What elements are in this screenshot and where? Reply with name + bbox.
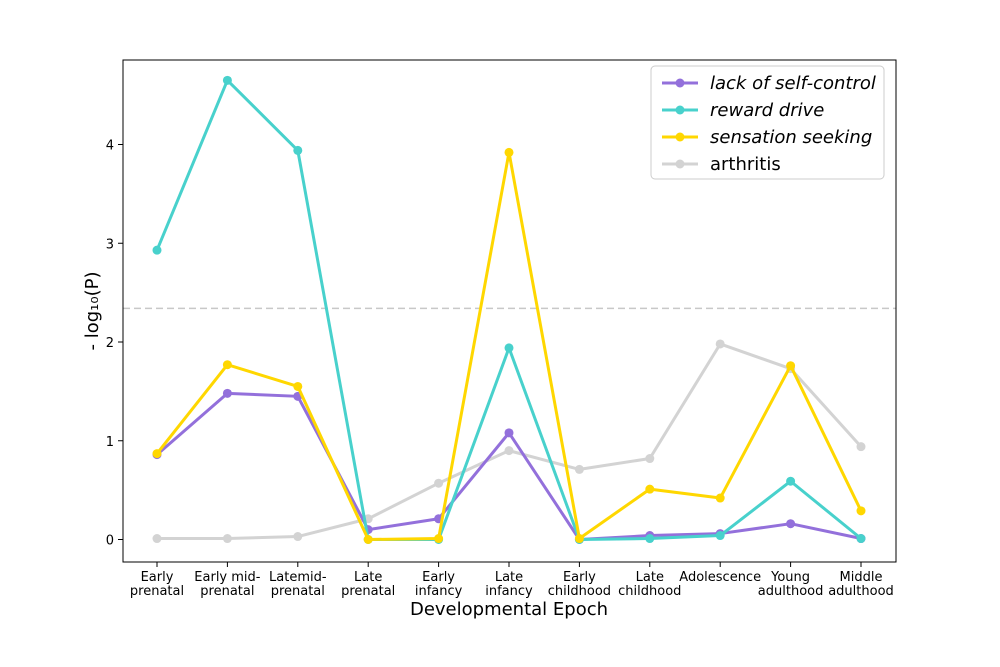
data-point-sensation-seeking [786, 361, 796, 371]
y-tick-label: 2 [106, 336, 114, 351]
series-arthritis [152, 339, 866, 544]
y-tick-label: 4 [106, 139, 114, 154]
legend-swatch-marker-arthritis [675, 159, 685, 169]
x-tick-label: Middle adulthood [828, 570, 894, 599]
data-point-reward-drive [786, 476, 796, 486]
data-point-reward-drive [222, 75, 232, 85]
data-point-reward-drive [504, 343, 514, 353]
x-axis: Early prenatal Early mid-prenatal Latemid-p… [130, 562, 894, 599]
data-point-sensation-seeking [504, 147, 514, 157]
y-axis: 0 1 2 3 4 [106, 139, 123, 549]
x-axis-title: Developmental Epoch [410, 599, 608, 620]
data-point-arthritis [856, 442, 866, 452]
data-point-sensation-seeking [645, 484, 655, 494]
x-tick-label: Late childhood [618, 570, 681, 599]
data-point-arthritis [222, 534, 232, 544]
x-tick-label: Early prenatal [130, 570, 184, 599]
x-tick-label: Early mid-prenatal [194, 570, 260, 599]
data-point-sensation-seeking [856, 506, 866, 516]
data-point-arthritis [504, 446, 514, 456]
data-point-reward-drive [152, 245, 162, 255]
y-tick-label: 1 [106, 435, 114, 450]
legend-swatch-marker-sensation-seeking [675, 132, 685, 142]
y-axis-title: - log₁₀(P) [82, 272, 103, 351]
data-point-sensation-seeking [152, 449, 162, 459]
data-point-lack-of-self-control [504, 428, 514, 438]
x-tick-label: Late infancy [485, 570, 533, 599]
data-point-sensation-seeking [222, 360, 232, 370]
x-tick-label: Early infancy [415, 570, 463, 599]
data-point-arthritis [574, 464, 584, 474]
data-point-sensation-seeking [574, 534, 584, 544]
data-point-sensation-seeking [293, 381, 303, 391]
x-tick-label: Latemid-prenatal [269, 570, 327, 599]
x-tick-label: Early childhood [548, 570, 611, 599]
legend-box [650, 65, 885, 180]
data-point-reward-drive [645, 534, 655, 544]
legend-label-lack-of-self-control: lack of self-control [710, 73, 876, 94]
legend-swatch-marker-lack-of-self-control [675, 78, 685, 88]
legend-label-reward-drive: reward drive [710, 100, 824, 121]
series-layer [152, 75, 866, 544]
series-sensation-seeking [152, 147, 866, 544]
legend-label-sensation-seeking: sensation seeking [710, 127, 872, 148]
y-tick-label: 0 [106, 534, 114, 549]
data-point-lack-of-self-control [786, 519, 796, 529]
x-tick-label: Adolescence [679, 570, 761, 585]
data-point-arthritis [152, 534, 162, 544]
data-point-arthritis [434, 478, 444, 488]
data-point-sensation-seeking [715, 493, 725, 503]
y-tick-label: 3 [106, 237, 114, 252]
legend: lack of self-control reward drive sensatio… [650, 65, 885, 180]
data-point-reward-drive [715, 531, 725, 541]
data-point-lack-of-self-control [222, 388, 232, 398]
data-point-sensation-seeking [434, 534, 444, 544]
data-point-sensation-seeking [363, 535, 373, 544]
x-tick-label: Young adulthood [758, 570, 824, 599]
data-point-reward-drive [856, 534, 866, 544]
data-point-arthritis [293, 532, 303, 542]
data-point-arthritis [715, 339, 725, 349]
x-tick-label: Late prenatal [341, 570, 395, 599]
legend-label-arthritis: arthritis [710, 154, 781, 175]
data-point-reward-drive [293, 145, 303, 155]
legend-swatch-marker-reward-drive [675, 105, 685, 115]
data-point-arthritis [645, 454, 655, 464]
